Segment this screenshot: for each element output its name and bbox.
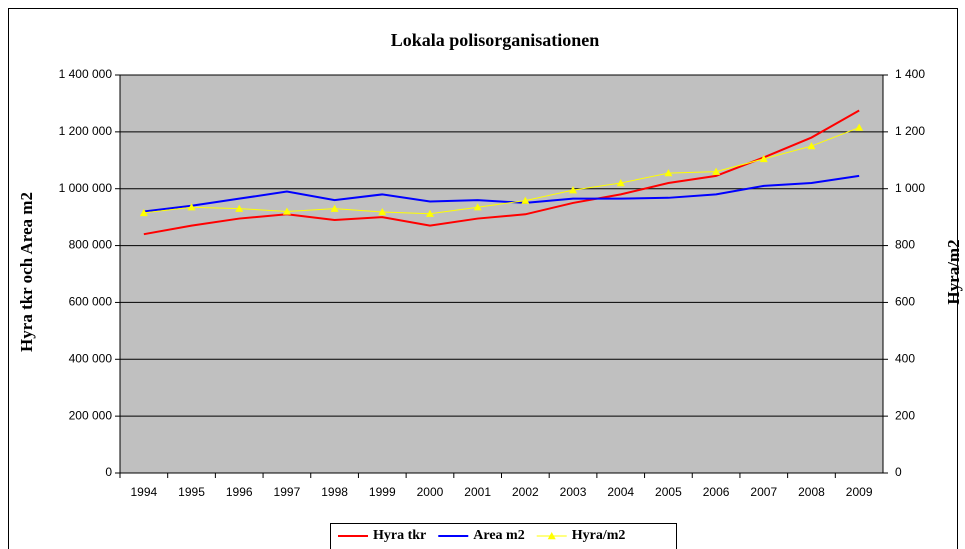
x-tick-label: 2001 <box>464 485 491 499</box>
marker <box>664 169 673 177</box>
x-tick-label: 2006 <box>703 485 730 499</box>
x-tick-label: 1994 <box>130 485 157 499</box>
x-tick-label: 1998 <box>321 485 348 499</box>
x-tick-label: 2005 <box>655 485 682 499</box>
y2-tick-label: 400 <box>895 351 915 365</box>
line <box>143 174 860 213</box>
x-tick-label: 2004 <box>607 485 634 499</box>
x-tick-label: 2003 <box>560 485 587 499</box>
y2-tick-label: 1 200 <box>895 124 925 138</box>
x-tick-label: 2009 <box>846 485 873 499</box>
y-tick-label: 1 400 000 <box>59 67 113 81</box>
y2-tick-label: 1 400 <box>895 67 925 81</box>
marker <box>712 167 721 175</box>
marker <box>521 196 530 204</box>
x-tick-label: 2008 <box>798 485 825 499</box>
y2-tick-label: 200 <box>895 408 915 422</box>
line <box>143 127 860 215</box>
x-tick-label: 1996 <box>226 485 253 499</box>
marker <box>425 209 434 217</box>
y-tick-label: 1 200 000 <box>59 124 113 138</box>
x-tick-label: 1995 <box>178 485 205 499</box>
x-tick-label: 1999 <box>369 485 396 499</box>
y-tick-label: 1 000 000 <box>59 181 113 195</box>
legend-label: Area m2 <box>473 528 524 543</box>
legend-marker <box>547 532 556 540</box>
line <box>143 109 860 236</box>
x-tick-label: 2002 <box>512 485 539 499</box>
marker <box>807 142 816 150</box>
y2-tick-label: 0 <box>895 465 902 479</box>
marker <box>473 203 482 211</box>
marker <box>330 204 339 212</box>
y2-tick-label: 800 <box>895 238 915 252</box>
marker <box>235 204 244 212</box>
marker <box>759 154 768 163</box>
y2-tick-label: 1 000 <box>895 181 925 195</box>
marker <box>187 203 196 211</box>
plot-area <box>119 74 884 474</box>
marker <box>139 208 148 217</box>
x-tick-label: 2000 <box>417 485 444 499</box>
y2-tick-label: 600 <box>895 295 915 309</box>
y-axis-title: Hyra tkr och Area m2 <box>17 192 36 352</box>
y2-axis-title: Hyra/m2 <box>944 239 963 304</box>
y-tick-label: 200 000 <box>69 408 113 422</box>
marker <box>855 123 864 131</box>
legend-box <box>330 523 677 549</box>
y-tick-label: 600 000 <box>69 295 113 309</box>
marker <box>616 179 625 187</box>
x-tick-label: 1997 <box>274 485 301 499</box>
y-tick-label: 400 000 <box>69 351 113 365</box>
y-tick-label: 800 000 <box>69 238 113 252</box>
x-tick-label: 2007 <box>750 485 777 499</box>
legend-label: Hyra/m2 <box>572 528 626 543</box>
marker <box>378 208 387 216</box>
y-tick-label: 0 <box>105 465 112 479</box>
marker <box>569 186 578 194</box>
chart-title: Lokala polisorganisationen <box>391 30 600 50</box>
legend-label: Hyra tkr <box>373 528 426 543</box>
marker <box>282 207 291 215</box>
